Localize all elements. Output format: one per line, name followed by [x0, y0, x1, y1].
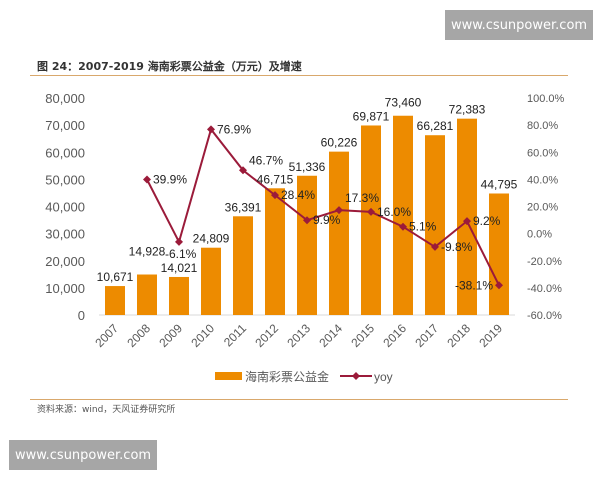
bar-data-label: 46,715 — [257, 172, 294, 186]
bar-data-label: 73,460 — [385, 96, 422, 110]
chart: 0 10,000 20,000 30,000 40,000 50,000 60,000 70,… — [45, 91, 565, 384]
x-tick-label: 2011 — [221, 321, 249, 349]
bar-2010 — [201, 247, 221, 315]
yoy-data-label: -6.1% — [165, 247, 197, 261]
left-axis-tick: 80,000 — [45, 91, 85, 106]
left-axis-tick: 0 — [78, 308, 85, 323]
yoy-data-label: -38.1% — [455, 278, 493, 292]
right-axis-tick: -40.0% — [527, 283, 562, 295]
x-tick-label: 2018 — [444, 321, 473, 350]
bar-data-label: 24,809 — [193, 232, 230, 246]
right-axis-tick: 0.0% — [527, 229, 552, 241]
right-axis-tick: 20.0% — [527, 202, 558, 214]
yoy-line — [146, 127, 500, 286]
watermark-bottom: www.csunpower.com — [9, 440, 157, 470]
bar-2011 — [233, 216, 253, 315]
yoy-marker-2017 — [431, 242, 439, 251]
yoy-marker-2014 — [335, 206, 343, 215]
source-rule — [30, 399, 568, 400]
x-tick-label: 2007 — [92, 321, 121, 350]
left-axis-tick: 20,000 — [45, 254, 85, 269]
x-tick-label: 2013 — [284, 321, 313, 350]
left-axis-tick: 60,000 — [45, 145, 85, 160]
right-axis-tick: -60.0% — [527, 310, 562, 322]
yoy-data-label: 39.9% — [153, 173, 187, 187]
yoy-data-label: 28.4% — [281, 188, 315, 202]
x-tick-label: 2008 — [124, 321, 153, 350]
legend-label-bar: 海南彩票公益金 — [245, 369, 329, 384]
bar-2019 — [489, 193, 509, 315]
right-axis-tick: 100.0% — [527, 93, 565, 105]
bar-2012 — [265, 188, 285, 315]
bar-data-label: 14,021 — [161, 261, 198, 275]
x-tick-label: 2010 — [188, 321, 217, 350]
yoy-marker-2012 — [271, 191, 279, 200]
bar-data-label: 66,281 — [417, 119, 454, 133]
left-axis-tick: 30,000 — [45, 227, 85, 242]
bar-data-label: 36,391 — [225, 200, 262, 214]
x-tick-label: 2019 — [476, 321, 505, 350]
x-tick-label: 2009 — [156, 321, 185, 350]
bar-2018 — [457, 118, 477, 316]
yoy-data-label: 76.9% — [217, 122, 251, 136]
source-note: 资料来源：wind，天风证券研究所 — [37, 405, 176, 415]
legend-label-line: yoy — [374, 370, 393, 384]
x-tick-label: 2017 — [412, 321, 441, 350]
right-axis-tick: -20.0% — [527, 256, 562, 268]
yoy-marker-2010 — [207, 125, 215, 134]
right-axis-tick: 60.0% — [527, 147, 558, 159]
bar-data-label: 60,226 — [321, 136, 358, 150]
bar-2016 — [393, 115, 413, 315]
bar-data-label: 44,795 — [481, 177, 518, 191]
bar-2007 — [105, 286, 125, 315]
yoy-marker-2009 — [175, 237, 183, 246]
title-rule — [30, 75, 568, 76]
x-tick-label: 2015 — [348, 321, 377, 350]
yoy-data-label: 9.9% — [313, 213, 341, 227]
bar-data-label: 10,671 — [97, 270, 134, 284]
yoy-data-label: -9.8% — [441, 240, 473, 254]
bar-data-label: 51,336 — [289, 160, 326, 174]
bar-2008 — [137, 274, 157, 315]
x-tick-label: 2016 — [380, 321, 409, 350]
legend-marker-icon — [352, 372, 360, 380]
x-tick-label: 2012 — [252, 321, 281, 350]
bar-2014 — [329, 151, 349, 315]
right-axis-tick: 80.0% — [527, 120, 558, 132]
chart-title: 图 24：2007-2019 海南彩票公益金（万元）及增速 — [37, 60, 302, 73]
left-axis-tick: 50,000 — [45, 172, 85, 187]
left-axis-tick: 70,000 — [45, 118, 85, 133]
yoy-data-label: 46.7% — [249, 153, 283, 167]
yoy-marker-2013 — [303, 216, 311, 225]
yoy-data-label: 17.3% — [345, 191, 379, 205]
bar-2009 — [169, 276, 189, 315]
yoy-marker-2008 — [143, 175, 151, 184]
right-axis-tick: 40.0% — [527, 174, 558, 186]
legend-swatch-bar — [215, 372, 242, 380]
x-tick-label: 2014 — [316, 321, 345, 350]
bar-2015 — [361, 125, 381, 315]
yoy-data-label: 16.0% — [377, 205, 411, 219]
left-axis-tick: 40,000 — [45, 200, 85, 215]
yoy-data-label: 5.1% — [409, 220, 437, 234]
bar-data-label: 14,928 — [129, 245, 166, 259]
yoy-data-label: 9.2% — [473, 214, 501, 228]
yoy-marker-2019 — [495, 281, 503, 290]
bar-2017 — [425, 135, 445, 315]
yoy-marker-2016 — [399, 222, 407, 231]
yoy-marker-2015 — [367, 207, 375, 216]
watermark-top: www.csunpower.com — [445, 10, 593, 40]
yoy-marker-2018 — [463, 217, 471, 226]
bar-2013 — [297, 175, 317, 315]
bar-data-label: 72,383 — [449, 103, 486, 117]
bar-data-label: 69,871 — [353, 109, 390, 123]
yoy-marker-2011 — [239, 166, 247, 175]
left-axis-tick: 10,000 — [45, 281, 85, 296]
